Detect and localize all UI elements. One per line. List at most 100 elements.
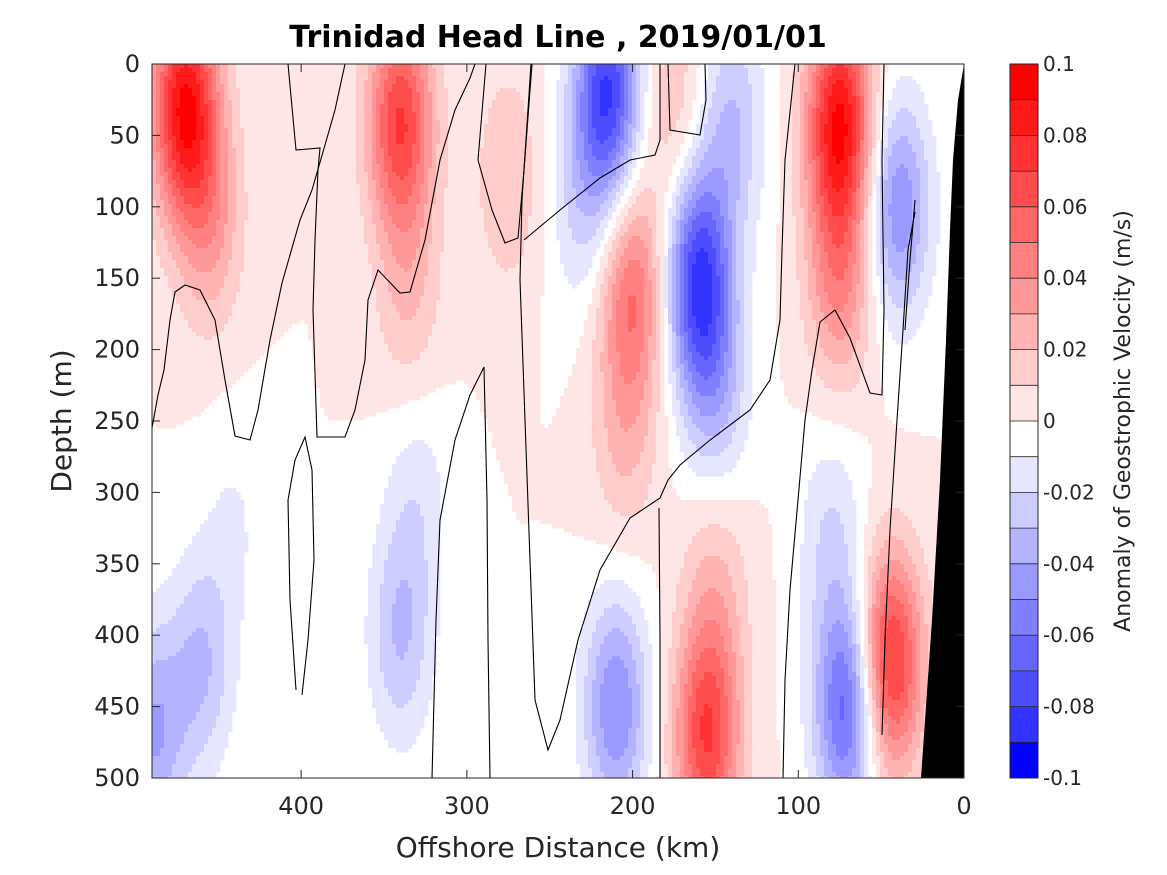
heat-cell [308,132,312,136]
heat-cell [632,104,636,108]
heat-cell [196,152,200,156]
heat-cell [352,148,356,152]
heat-cell [796,108,800,112]
heat-cell [216,112,220,116]
heat-cell [856,68,860,72]
heat-cell [756,156,760,160]
heat-cell [516,124,520,128]
heat-cell [352,80,356,84]
heat-cell [588,68,592,72]
heat-cell [460,128,464,132]
heat-cell [572,108,576,112]
heat-cell [688,168,692,172]
heat-cell [356,96,360,100]
heat-cell [584,100,588,104]
heat-cell [328,156,332,160]
heat-cell [272,164,276,168]
heat-cell [264,92,268,96]
heat-cell [672,120,676,124]
heat-cell [424,160,428,164]
heat-cell [492,76,496,80]
heat-cell [336,72,340,76]
heat-cell [472,84,476,88]
heat-cell [708,164,712,168]
heat-cell [712,148,716,152]
heat-cell [868,128,872,132]
heat-cell [172,88,176,92]
heat-cell [672,144,676,148]
heat-cell [628,100,632,104]
heat-cell [496,120,500,124]
heat-cell [504,76,508,80]
heat-cell [472,128,476,132]
heat-cell [560,120,564,124]
heat-cell [248,108,252,112]
heat-cell [436,152,440,156]
heat-cell [744,84,748,88]
heat-cell [900,152,904,156]
heat-cell [388,156,392,160]
heat-cell [564,140,568,144]
heat-cell [900,144,904,148]
heat-cell [580,120,584,124]
heat-cell [640,64,644,68]
heat-cell [920,124,924,128]
heat-cell [236,124,240,128]
heat-cell [396,152,400,156]
heat-cell [484,68,488,72]
heat-cell [224,160,228,164]
heat-cell [868,152,872,156]
heat-cell [744,112,748,116]
heat-cell [860,168,864,172]
heat-cell [264,72,268,76]
heat-cell [596,84,600,88]
heat-cell [760,136,764,140]
heat-cell [916,128,920,132]
heat-cell [568,140,572,144]
heat-cell [340,152,344,156]
heat-cell [536,100,540,104]
heat-cell [256,156,260,160]
heat-cell [788,144,792,148]
heat-cell [412,108,416,112]
heat-cell [848,164,852,168]
heat-cell [820,68,824,72]
heat-cell [808,104,812,108]
heat-cell [504,96,508,100]
heat-cell [872,96,876,100]
heat-cell [444,112,448,116]
heat-cell [708,112,712,116]
heat-cell [376,100,380,104]
heat-cell [220,92,224,96]
heat-cell [364,164,368,168]
heat-cell [844,144,848,148]
heat-cell [928,148,932,152]
heat-cell [520,116,524,120]
heat-cell [408,156,412,160]
heat-cell [684,104,688,108]
heat-cell [408,136,412,140]
heat-cell [848,152,852,156]
chart: Trinidad Head Line , 2019/01/01 400 300 20… [0,0,1167,875]
heat-cell [200,132,204,136]
heat-cell [512,140,516,144]
heat-cell [444,148,448,152]
heat-cell [252,148,256,152]
heat-cell [232,168,236,172]
heat-cell [460,108,464,112]
heat-cell [228,172,232,176]
heat-cell [812,152,816,156]
heat-cell [568,164,572,168]
heat-cell [564,132,568,136]
heat-cell [176,136,180,140]
heat-cell [264,172,268,176]
heat-cell [452,72,456,76]
heat-cell [820,140,824,144]
heat-cell [696,124,700,128]
heat-cell [388,112,392,116]
heat-cell [180,80,184,84]
heat-cell [468,152,472,156]
heat-cell [860,140,864,144]
heat-cell [848,116,852,120]
heat-cell [456,168,460,172]
